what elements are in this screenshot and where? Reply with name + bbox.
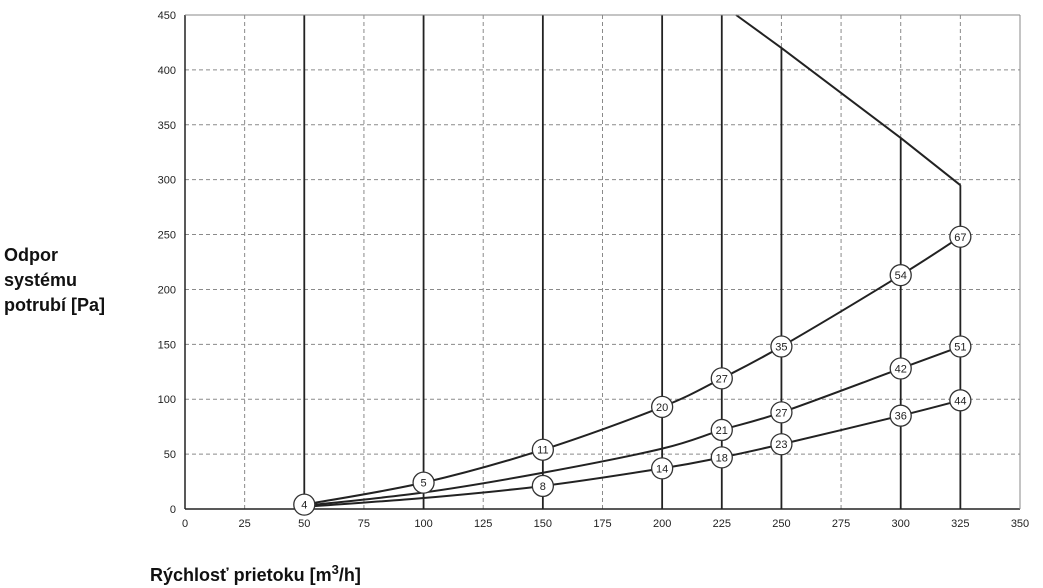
x-tick-label: 175 — [593, 518, 611, 530]
axes — [184, 14, 1021, 510]
y-axis-label-line: systému — [4, 270, 78, 290]
data-labels: 4 5 11 20 27 35 54 67 21 27 42 51 8 14 18 23 36 44 — [293, 225, 972, 516]
y-tick-label: 100 — [158, 394, 176, 406]
y-tick-label: 0 — [170, 504, 176, 516]
y-tick-label: 400 — [158, 65, 176, 77]
x-tick-label: 125 — [474, 518, 492, 530]
y-axis-label-line: Odpor — [4, 245, 58, 265]
x-tick-label: 275 — [832, 518, 850, 530]
data-label: 14 — [656, 463, 668, 475]
x-tick-label: 25 — [239, 518, 251, 530]
data-label-circle — [889, 357, 912, 380]
data-label-circle — [412, 471, 435, 494]
data-label-circle — [770, 401, 793, 424]
data-label: 8 — [540, 481, 546, 493]
y-tick-label: 450 — [158, 10, 176, 22]
x-tick-label: 325 — [951, 518, 969, 530]
data-label-circle — [770, 335, 793, 358]
data-label-circle — [710, 367, 733, 390]
series-curve-3 — [304, 399, 961, 508]
data-label: 36 — [895, 411, 907, 423]
y-tick-label: 150 — [158, 339, 176, 351]
x-axis-label: Rýchlosť prietoku [m3/h] — [150, 562, 361, 586]
data-label: 18 — [716, 452, 728, 464]
data-label: 35 — [775, 342, 787, 354]
data-label: 5 — [421, 478, 427, 490]
data-label: 51 — [954, 342, 966, 354]
grid — [185, 14, 1021, 509]
data-label: 27 — [775, 407, 787, 419]
data-label-circle — [949, 225, 972, 248]
data-label-circle — [710, 446, 733, 469]
series-curve-2 — [304, 345, 961, 507]
series-curve-1 — [304, 235, 961, 506]
limit-line-path — [735, 14, 961, 186]
data-label: 23 — [775, 439, 787, 451]
x-tick-label: 350 — [1011, 518, 1029, 530]
data-label-circle — [710, 418, 733, 442]
data-label-circle — [949, 335, 972, 358]
data-label: 21 — [716, 425, 728, 437]
data-label-circle — [293, 493, 316, 516]
y-tick-label: 50 — [164, 449, 176, 461]
x-tick-label: 225 — [713, 518, 731, 530]
x-tick-label: 150 — [534, 518, 552, 530]
data-label-circle — [889, 264, 912, 287]
y-tick-label: 350 — [158, 120, 176, 132]
data-label: 27 — [716, 373, 728, 385]
data-label: 20 — [656, 402, 668, 414]
y-tick-label: 250 — [158, 230, 176, 242]
x-axis-label-text: Rýchlosť prietoku [m — [150, 565, 332, 585]
data-label-circle — [531, 474, 555, 498]
data-label-circle — [531, 438, 555, 461]
x-tick-label: 0 — [182, 518, 188, 530]
y-axis-label-line: potrubí [Pa] — [4, 295, 105, 315]
data-label-circle — [889, 404, 912, 427]
tick-labels: 0 25 50 75 100 125 150 175 200 225 250 275 300 325 350… — [158, 10, 1030, 530]
data-label-circle — [949, 389, 972, 412]
flow-rate-lines — [303, 15, 962, 509]
data-label: 4 — [301, 500, 307, 512]
y-tick-label: 200 — [158, 284, 176, 296]
x-tick-label: 75 — [358, 518, 370, 530]
x-axis-label-unit: /h] — [338, 565, 361, 585]
limit-line — [735, 14, 961, 186]
data-label: 54 — [895, 270, 907, 282]
data-label-circle — [650, 457, 674, 480]
data-label: 67 — [954, 232, 966, 244]
data-label-circle — [650, 395, 674, 419]
series-curves — [304, 235, 961, 508]
x-tick-label: 200 — [653, 518, 671, 530]
data-label-circle — [770, 433, 793, 456]
x-tick-label: 50 — [298, 518, 310, 530]
data-label: 44 — [954, 395, 966, 407]
x-axis-label-superscript: 3 — [331, 562, 339, 577]
x-tick-label: 100 — [414, 518, 432, 530]
x-tick-label: 300 — [892, 518, 910, 530]
data-label: 42 — [895, 363, 907, 375]
y-axis-label: Odpor systému potrubí [Pa] — [4, 243, 154, 318]
x-tick-label: 250 — [772, 518, 790, 530]
data-label: 11 — [537, 445, 548, 457]
y-tick-label: 300 — [158, 175, 176, 187]
